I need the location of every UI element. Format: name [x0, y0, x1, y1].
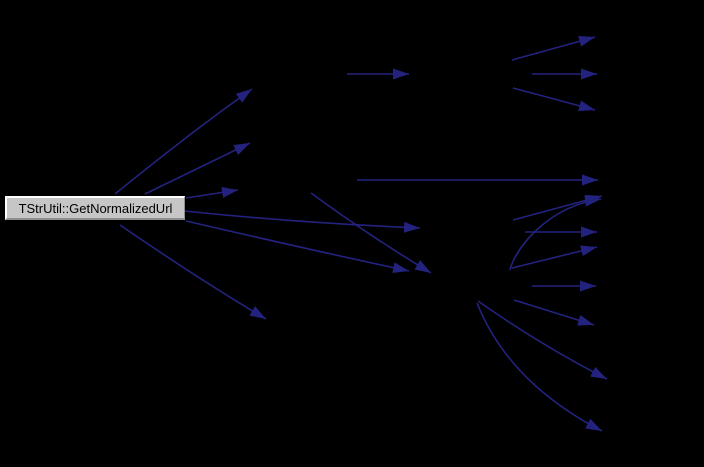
- edge-midright-curve-up: [509, 195, 602, 271]
- edge-root-to-mid-short: [185, 186, 239, 199]
- edge-root-to-top-1: [114, 88, 253, 195]
- edge-root-to-mid-1: [183, 210, 421, 233]
- edge-midright-ascend: [512, 194, 603, 221]
- edge-mid-steep-cross: [310, 192, 432, 274]
- edge-topright-fan-down: [512, 87, 596, 112]
- edge-root-to-mid-2: [185, 220, 410, 274]
- graph-node-root-label: TStrUtil::GetNormalizedUrl: [18, 200, 173, 216]
- edge-bottom-fan-3: [476, 302, 603, 432]
- graph-node-root[interactable]: TStrUtil::GetNormalizedUrl: [5, 196, 185, 220]
- edge-midright-ascend-2: [511, 245, 598, 269]
- edge-root-to-bottom: [119, 224, 267, 320]
- edge-root-to-top-2: [144, 142, 251, 195]
- edge-bottom-fan-2: [477, 300, 608, 380]
- edge-bottom-fan-1: [513, 299, 595, 326]
- edges-layer: [114, 35, 608, 432]
- edge-topright-fan-up: [511, 35, 596, 61]
